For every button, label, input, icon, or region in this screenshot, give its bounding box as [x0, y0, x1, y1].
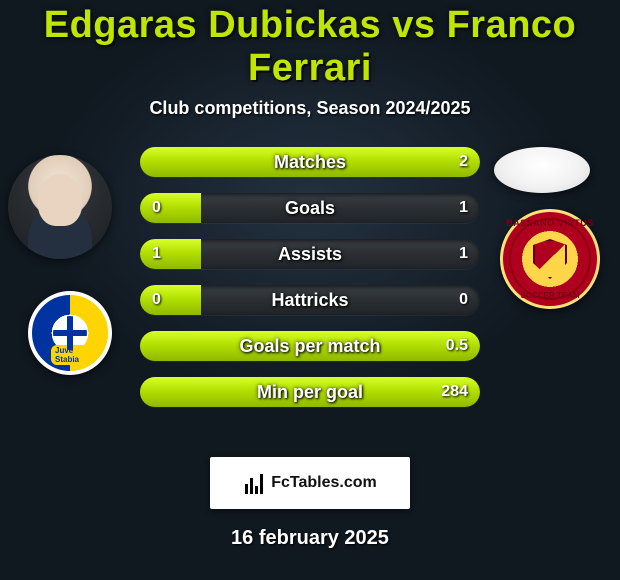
- stat-fill-right: [140, 147, 480, 177]
- stat-value-right: 0: [459, 285, 468, 315]
- stat-value-right: 1: [459, 193, 468, 223]
- stat-fill-right: [140, 377, 480, 407]
- stat-value-right: 0.5: [446, 331, 468, 361]
- stat-fill-left: [140, 285, 201, 315]
- stat-value-left: 0: [152, 285, 161, 315]
- stat-row: Goals per match0.5: [140, 331, 480, 361]
- comparison-arena: Juve Stabia BASSANO VIRTUS SOCCER TEAM M…: [0, 147, 620, 447]
- stat-row: 1Assists1: [140, 239, 480, 269]
- stat-value-left: 1: [152, 239, 161, 269]
- club-badge-right-bottom-text: SOCCER TEAM: [503, 212, 597, 306]
- stat-row: 0Hattricks0: [140, 285, 480, 315]
- player-left-avatar: [8, 155, 112, 259]
- stat-fill-left: [140, 239, 201, 269]
- stat-row: 0Goals1: [140, 193, 480, 223]
- content-root: Edgaras Dubickas vs Franco Ferrari Club …: [0, 0, 620, 580]
- page-title: Edgaras Dubickas vs Franco Ferrari: [0, 4, 620, 90]
- stat-fill-right: [140, 331, 480, 361]
- stat-row: Min per goal284: [140, 377, 480, 407]
- stat-value-right: 2: [459, 147, 468, 177]
- stat-value-left: 0: [152, 193, 161, 223]
- watermark-text: FcTables.com: [271, 474, 377, 492]
- club-badge-left-label: Juve Stabia: [51, 345, 89, 365]
- stat-bars: Matches2 0Goals1 1Assists1 0Hattricks0 Goals…: [140, 147, 480, 423]
- player-right-avatar: [494, 147, 590, 193]
- club-badge-right: BASSANO VIRTUS SOCCER TEAM: [500, 209, 600, 309]
- date-label: 16 february 2025: [0, 527, 620, 550]
- stat-value-right: 1: [459, 239, 468, 269]
- club-badge-left: Juve Stabia: [28, 291, 112, 375]
- watermark-badge: FcTables.com: [210, 457, 410, 509]
- stat-row: Matches2: [140, 147, 480, 177]
- stat-fill-left: [140, 193, 201, 223]
- page-subtitle: Club competitions, Season 2024/2025: [0, 98, 620, 119]
- bars-icon: [243, 472, 265, 494]
- stat-value-right: 284: [441, 377, 468, 407]
